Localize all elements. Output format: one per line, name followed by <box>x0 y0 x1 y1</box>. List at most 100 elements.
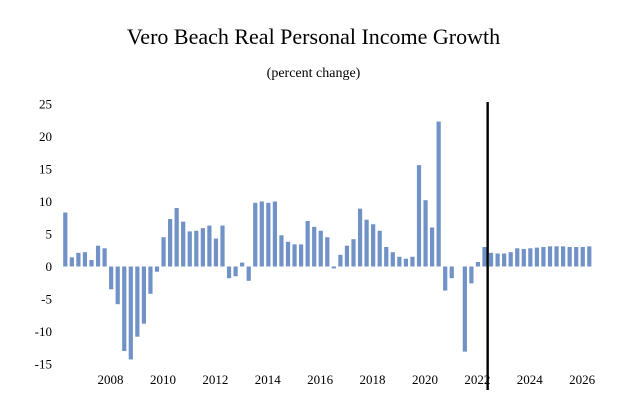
bar <box>462 266 467 352</box>
bar <box>141 266 146 324</box>
bar <box>95 245 101 267</box>
x-tick-label: 2008 <box>98 372 124 387</box>
x-tick-label: 2022 <box>464 372 490 387</box>
bar <box>475 261 481 267</box>
bar <box>128 266 133 360</box>
bar <box>168 219 173 267</box>
bar <box>521 248 526 267</box>
bar <box>69 257 74 267</box>
y-tick-label: 15 <box>39 162 52 177</box>
bar <box>561 246 566 267</box>
bar <box>279 235 284 267</box>
bar <box>338 254 343 267</box>
bar-series <box>63 121 592 360</box>
y-tick-label: -5 <box>41 292 52 307</box>
bar <box>371 224 376 267</box>
bar <box>200 228 205 267</box>
bar <box>207 225 212 267</box>
bar <box>272 201 277 267</box>
x-tick-label: 2026 <box>569 372 596 387</box>
bar <box>161 237 166 267</box>
bar <box>423 200 428 267</box>
bar <box>397 256 402 267</box>
bar <box>312 226 317 267</box>
bar <box>63 212 68 267</box>
x-tick-label: 2012 <box>202 372 228 387</box>
x-axis-ticks: 2008 2010 2012 2014 2016 2018 2020 2022 2024 2026 <box>98 372 596 387</box>
bar <box>266 202 271 267</box>
bar <box>436 121 441 267</box>
bar <box>259 201 264 267</box>
bar <box>502 253 507 267</box>
bar <box>390 252 395 267</box>
bar <box>194 230 199 267</box>
y-tick-label: 0 <box>46 259 53 274</box>
bar <box>299 244 304 267</box>
chart-subtitle: (percent change) <box>266 66 361 81</box>
bar <box>534 247 539 267</box>
bar <box>109 266 114 290</box>
bar <box>89 260 94 267</box>
bar <box>220 225 225 267</box>
bar <box>430 227 435 267</box>
bar <box>547 246 553 267</box>
bar <box>122 266 127 351</box>
y-tick-label: 5 <box>46 227 53 242</box>
bar <box>148 266 153 294</box>
bar <box>331 266 336 269</box>
bar <box>135 266 140 337</box>
bar <box>292 244 297 267</box>
bar <box>226 266 232 279</box>
bar <box>364 219 369 267</box>
x-tick-label: 2014 <box>255 372 282 387</box>
bar <box>488 252 494 267</box>
bar <box>574 247 579 267</box>
x-tick-label: 2020 <box>412 372 438 387</box>
y-axis-ticks: 25 20 15 10 5 0 -5 -10 -15 <box>35 97 52 372</box>
x-tick-label: 2018 <box>360 372 386 387</box>
bar <box>482 247 487 267</box>
bar <box>115 266 120 305</box>
bar <box>403 258 408 267</box>
bar <box>318 230 323 267</box>
bar <box>416 165 422 267</box>
x-tick-label: 2010 <box>150 372 176 387</box>
bar <box>449 266 454 279</box>
bar <box>253 202 258 267</box>
bar <box>102 248 107 267</box>
y-tick-label: 25 <box>39 97 52 112</box>
bar <box>82 252 88 267</box>
bar <box>554 246 559 267</box>
bar <box>344 245 350 267</box>
bar <box>213 238 219 267</box>
bar <box>325 237 330 267</box>
bar <box>384 247 389 267</box>
bar <box>233 266 238 277</box>
bar <box>469 266 474 284</box>
bar <box>187 231 192 267</box>
bar <box>240 262 245 267</box>
bar <box>580 247 585 267</box>
x-tick-label: 2016 <box>307 372 334 387</box>
chart-title: Vero Beach Real Personal Income Growth <box>126 24 501 49</box>
bar <box>508 252 513 267</box>
bar <box>587 246 592 267</box>
bar <box>181 221 186 267</box>
bar <box>76 252 81 267</box>
bar <box>285 241 291 267</box>
bar <box>541 247 546 267</box>
bar <box>528 248 533 267</box>
bar <box>567 247 572 267</box>
bar <box>246 266 251 281</box>
bar <box>377 230 382 267</box>
bar <box>357 208 363 267</box>
bar <box>443 266 448 291</box>
y-tick-label: 20 <box>39 129 52 144</box>
y-tick-label: -10 <box>35 324 52 339</box>
x-tick-label: 2024 <box>517 372 544 387</box>
bar <box>515 248 520 267</box>
y-tick-label: -15 <box>35 357 52 372</box>
bar <box>174 208 179 267</box>
y-tick-label: 10 <box>39 194 52 209</box>
